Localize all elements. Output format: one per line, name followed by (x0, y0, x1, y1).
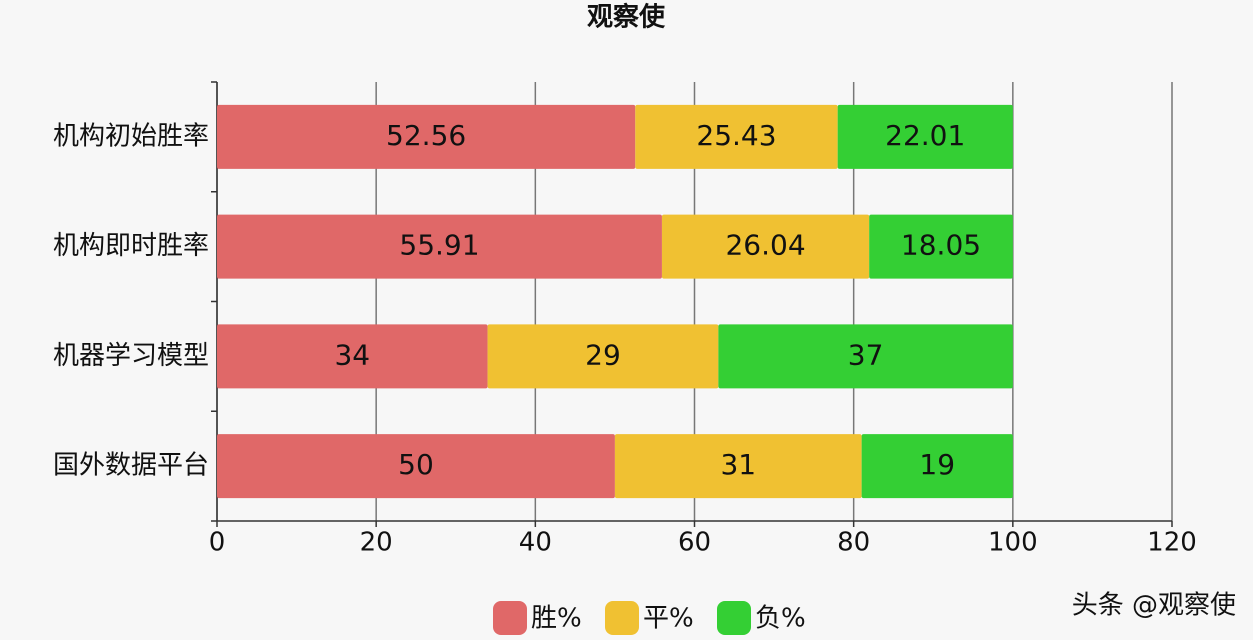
legend-label: 负% (755, 604, 806, 634)
x-tick-label: 20 (360, 528, 393, 558)
y-tick-label: 国外数据平台 (53, 451, 209, 481)
value-label: 34 (334, 338, 370, 371)
bar-segment (837, 104, 1013, 169)
value-label: 19 (919, 448, 955, 481)
bar-segment (861, 434, 1013, 499)
bar-segment (217, 434, 615, 499)
chart-title: 观察使 (587, 3, 666, 33)
x-tick-label: 120 (1147, 528, 1197, 558)
bar-segment (217, 104, 636, 169)
x-tick-label: 60 (678, 528, 711, 558)
bar-segment (217, 324, 488, 389)
value-label: 26.04 (725, 229, 805, 262)
x-tick-label: 80 (837, 528, 870, 558)
value-label: 22.01 (885, 119, 965, 152)
bar-segment (661, 214, 870, 279)
value-label: 52.56 (386, 119, 466, 152)
value-label: 18.05 (901, 229, 981, 262)
bar-segment (217, 214, 662, 279)
legend-swatch (493, 601, 527, 635)
bar-segment (869, 214, 1013, 279)
legend-swatch (605, 601, 639, 635)
x-tick-label: 0 (209, 528, 226, 558)
value-label: 50 (398, 448, 434, 481)
bar-segment (487, 324, 719, 389)
value-label: 55.91 (399, 229, 479, 262)
value-label: 29 (585, 338, 621, 371)
x-tick-label: 100 (988, 528, 1038, 558)
bar-segment (718, 324, 1013, 389)
y-tick-label: 机构即时胜率 (53, 231, 209, 261)
value-label: 37 (848, 338, 884, 371)
legend-label: 平% (643, 604, 694, 634)
bar-segment (635, 104, 838, 169)
y-tick-label: 机器学习模型 (53, 341, 209, 371)
legend-swatch (717, 601, 751, 635)
watermark: 头条 @观察使 (1072, 591, 1236, 621)
y-tick-label: 机构初始胜率 (53, 121, 209, 151)
value-label: 31 (720, 448, 756, 481)
bar-segment (614, 434, 862, 499)
x-tick-label: 40 (519, 528, 552, 558)
value-label: 25.43 (696, 119, 776, 152)
legend-label: 胜% (531, 604, 582, 634)
